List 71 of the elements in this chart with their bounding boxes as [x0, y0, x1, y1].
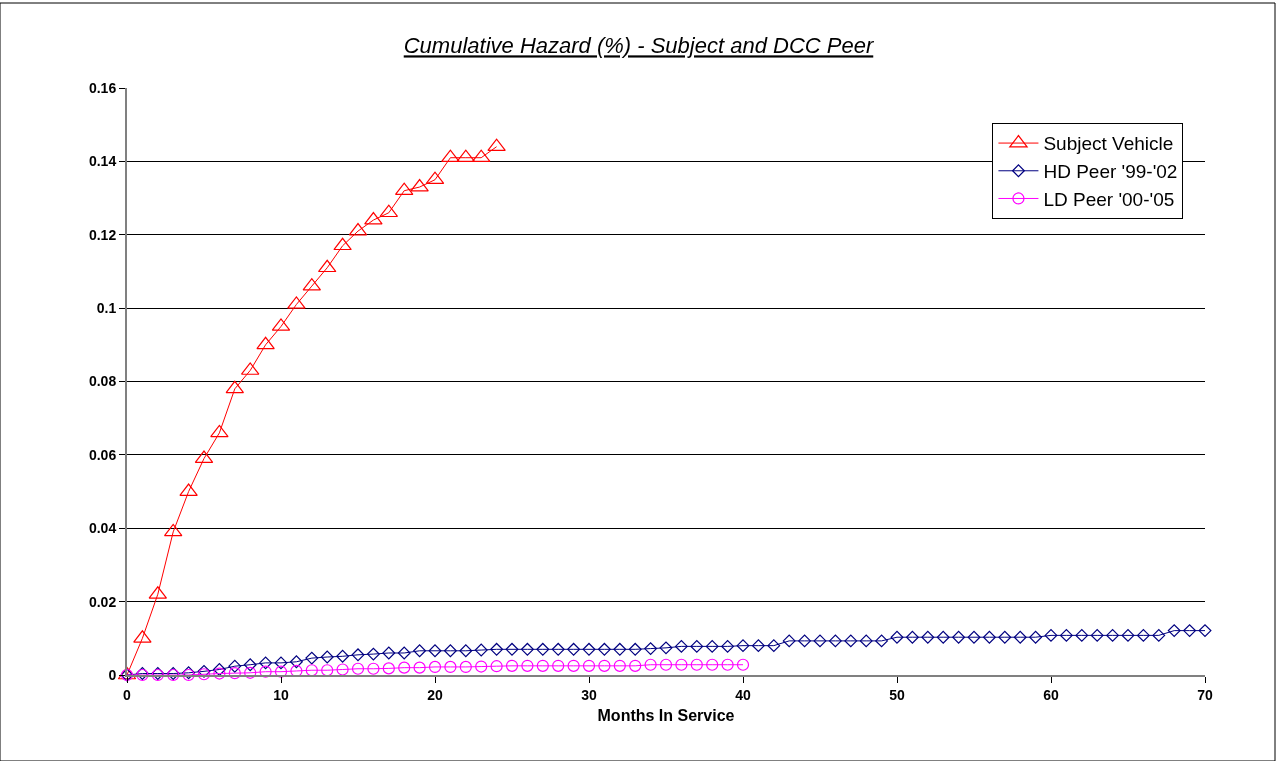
x-tick-label: 30 — [581, 686, 597, 703]
point — [675, 658, 688, 671]
point — [613, 659, 626, 672]
point — [210, 424, 229, 438]
point — [644, 658, 657, 671]
point — [213, 667, 226, 680]
y-tick-label: 0 — [108, 666, 117, 683]
y-tick-label: 0.06 — [88, 446, 117, 463]
point — [721, 658, 734, 671]
point — [536, 659, 549, 672]
point — [736, 658, 750, 671]
y-tick-label: 0.12 — [88, 226, 117, 243]
point — [505, 659, 519, 672]
point — [413, 661, 426, 674]
point — [382, 662, 395, 675]
chart-title: Cumulative Hazard (%) - Subject and DCC Peer — [403, 33, 875, 59]
legend-label: Subject Vehicle — [1043, 133, 1174, 155]
point — [456, 149, 476, 163]
point — [475, 660, 488, 673]
y-tick-label: 0.16 — [88, 79, 117, 96]
point — [317, 259, 337, 273]
point — [274, 665, 288, 678]
point — [348, 222, 368, 236]
point — [629, 659, 642, 672]
y-tick-label: 0.04 — [88, 520, 117, 537]
point — [256, 336, 275, 350]
point — [690, 658, 703, 671]
y-tick-label: 0.14 — [88, 153, 117, 170]
y-tick-label: 0.02 — [88, 593, 117, 610]
point — [333, 237, 352, 251]
point — [490, 660, 503, 673]
x-axis-title: Months In Service — [597, 707, 735, 724]
point — [471, 149, 491, 163]
point — [425, 171, 445, 185]
point — [567, 659, 580, 672]
legend-label: HD Peer '99-'02 — [1043, 161, 1178, 183]
point — [351, 662, 365, 675]
x-tick-label: 70 — [1197, 686, 1213, 703]
x-tick-label: 40 — [735, 686, 751, 703]
point — [379, 204, 399, 218]
x-tick-label: 10 — [273, 686, 289, 703]
y-tick-label: 0.08 — [88, 373, 117, 390]
x-tick-label: 20 — [427, 686, 443, 703]
point — [197, 668, 211, 681]
point — [582, 659, 596, 672]
point — [228, 667, 241, 680]
point — [259, 665, 272, 678]
point — [441, 149, 460, 163]
point — [487, 138, 506, 152]
point — [459, 660, 472, 674]
point — [410, 178, 429, 192]
x-tick-label: 0 — [123, 686, 132, 703]
point — [706, 658, 719, 671]
x-tick-label: 60 — [1043, 686, 1059, 703]
point — [428, 660, 442, 674]
point — [521, 659, 534, 672]
legend-label: LD Peer '00-'05 — [1043, 188, 1175, 210]
point — [367, 662, 380, 675]
point — [598, 659, 611, 672]
x-tick-label: 50 — [889, 686, 905, 703]
point — [163, 523, 183, 537]
point — [364, 211, 383, 225]
point — [552, 659, 565, 672]
point — [336, 663, 349, 676]
point — [244, 666, 257, 679]
point — [444, 660, 457, 674]
point — [225, 380, 245, 394]
point — [394, 182, 414, 196]
point — [659, 658, 673, 671]
point — [398, 661, 411, 674]
y-tick-label: 0.1 — [96, 300, 117, 317]
